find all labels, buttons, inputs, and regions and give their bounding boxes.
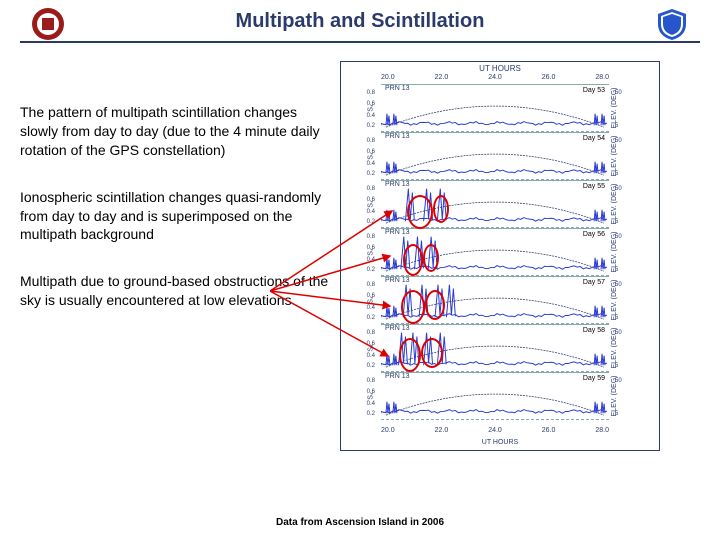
annotation-circle — [421, 338, 443, 368]
prn-label: PRN 13 — [385, 85, 410, 92]
chart-panel: PRN 13Day 53S₄ELEV. (DEG)0.80.60.40.2505 — [381, 84, 609, 132]
day-label: Day 57 — [583, 279, 605, 286]
annotation-circle — [407, 195, 433, 229]
prn-label: PRN 13 — [385, 181, 410, 188]
annotation-circle — [423, 244, 439, 272]
day-label: Day 53 — [583, 87, 605, 94]
logo-left — [30, 6, 66, 42]
paragraph-1: The pattern of multipath scintillation c… — [20, 103, 330, 160]
chart-top-axis-label: UT HOURS — [479, 64, 521, 73]
day-label: Day 59 — [583, 375, 605, 382]
chart-bottom-ticks: 20.0 22.0 24.0 26.0 28.0 — [381, 427, 609, 434]
chart-panel: PRN 13Day 54S₄ELEV. (DEG)0.80.60.40.2505 — [381, 132, 609, 180]
annotation-circle — [425, 290, 445, 320]
chart-column: UT HOURS 20.0 22.0 24.0 26.0 28.0 PRN 13… — [330, 61, 690, 461]
day-label: Day 58 — [583, 327, 605, 334]
annotation-arrows — [270, 191, 410, 391]
chart-bottom-axis-label: UT HOURS — [482, 439, 518, 446]
chart-top-ticks: 20.0 22.0 24.0 26.0 28.0 — [381, 74, 609, 81]
header-rule — [20, 41, 700, 43]
chart-panel: PRN 13Day 59S₄ELEV. (DEG)0.80.60.40.2505 — [381, 372, 609, 420]
day-label: Day 55 — [583, 183, 605, 190]
day-label: Day 56 — [583, 231, 605, 238]
day-label: Day 54 — [583, 135, 605, 142]
annotation-circle — [433, 195, 449, 223]
logo-right — [654, 6, 690, 42]
chart-caption: Data from Ascension Island in 2006 — [276, 517, 444, 528]
prn-label: PRN 13 — [385, 133, 410, 140]
slide-title: Multipath and Scintillation — [236, 10, 485, 33]
